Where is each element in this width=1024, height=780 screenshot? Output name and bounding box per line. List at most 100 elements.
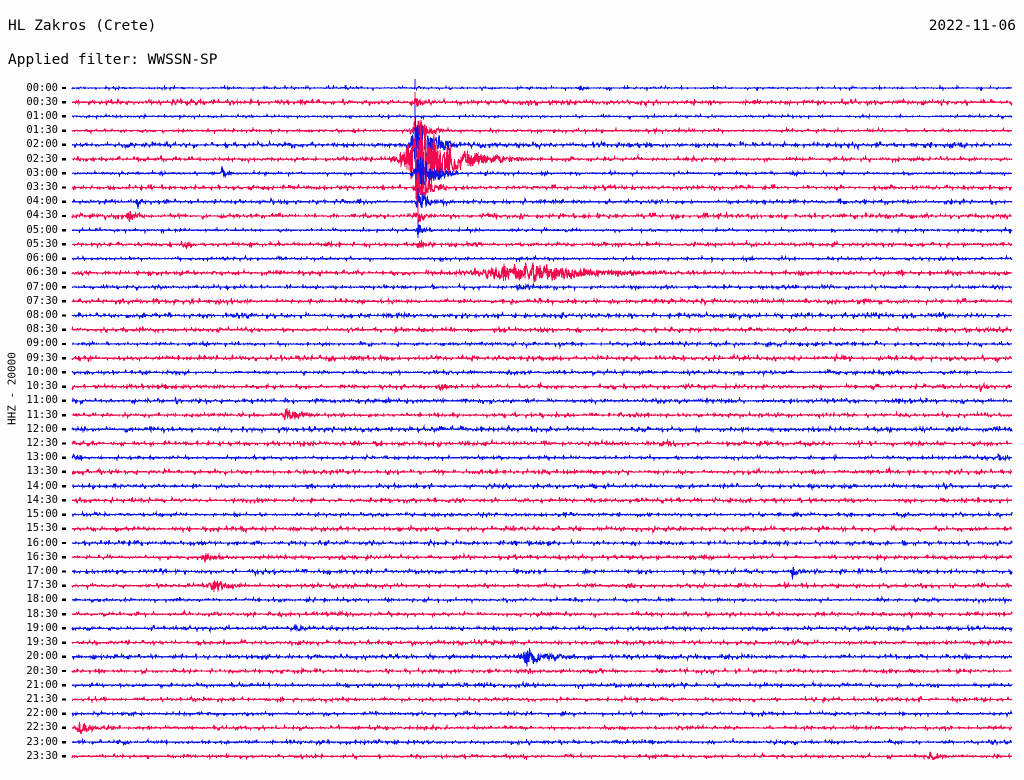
trace-row xyxy=(71,224,1013,237)
time-tick-label: 14:00 xyxy=(26,479,58,492)
time-tick-label: 09:30 xyxy=(26,351,58,364)
trace-row xyxy=(71,120,1013,202)
time-tick-label: 08:00 xyxy=(26,309,58,322)
time-tick-label: 22:30 xyxy=(26,721,58,734)
trace-row xyxy=(71,408,1013,420)
trace-row xyxy=(71,595,1013,605)
time-tick-label: 02:00 xyxy=(26,138,58,151)
time-tick-label: 19:00 xyxy=(26,621,58,634)
trace-row xyxy=(71,424,1013,435)
time-tick-label: 23:30 xyxy=(26,749,58,762)
time-tick-label: 11:30 xyxy=(26,408,58,421)
time-tick-label: 16:30 xyxy=(26,550,58,563)
trace-row xyxy=(71,262,1013,283)
time-tick-label: 03:00 xyxy=(26,166,58,179)
time-tick-label: 10:00 xyxy=(26,365,58,378)
time-tick-label: 23:00 xyxy=(26,735,58,748)
time-tick-label: 18:30 xyxy=(26,607,58,620)
trace-row xyxy=(71,325,1013,335)
trace-row xyxy=(71,579,1013,592)
trace-row xyxy=(71,210,1013,223)
time-tick-label: 10:30 xyxy=(26,380,58,393)
helicorder-plot: 00:00 00:30 01:00 01:30 02:00 02:30 03:00 03:30… xyxy=(0,78,1024,774)
trace-row xyxy=(71,193,1013,209)
time-tick-label: 14:30 xyxy=(26,493,58,506)
time-tick-label: 00:00 xyxy=(26,81,58,94)
trace-row xyxy=(71,120,1013,141)
time-tick-label: 11:00 xyxy=(26,394,58,407)
time-tick-label: 01:00 xyxy=(26,109,58,122)
time-tick-label: 13:00 xyxy=(26,451,58,464)
time-tick-label: 17:00 xyxy=(26,564,58,577)
trace-row xyxy=(71,352,1013,363)
trace-row xyxy=(71,552,1013,563)
time-tick-label: 06:00 xyxy=(26,252,58,265)
time-tick-label: 04:30 xyxy=(26,209,58,222)
seismogram-traces xyxy=(62,79,1013,761)
trace-row xyxy=(71,339,1013,349)
time-tick-label: 00:30 xyxy=(26,95,58,108)
trace-row xyxy=(71,722,1013,735)
time-tick-label: 06:30 xyxy=(26,266,58,279)
time-tick-label: 21:30 xyxy=(26,692,58,705)
time-tick-label: 21:00 xyxy=(26,678,58,691)
trace-row xyxy=(71,453,1013,463)
time-tick-label: 16:00 xyxy=(26,536,58,549)
trace-row xyxy=(71,495,1013,505)
time-tick-label: 19:30 xyxy=(26,636,58,649)
time-tick-label: 13:30 xyxy=(26,465,58,478)
time-tick-label: 07:30 xyxy=(26,294,58,307)
trace-row xyxy=(71,623,1013,633)
time-tick-label: 04:00 xyxy=(26,195,58,208)
trace-row xyxy=(71,97,1013,108)
trace-row xyxy=(71,239,1013,250)
time-tick-label: 20:00 xyxy=(26,650,58,663)
time-tick-label: 17:30 xyxy=(26,579,58,592)
trace-row xyxy=(71,481,1013,491)
trace-row xyxy=(71,381,1013,392)
trace-row xyxy=(71,737,1013,747)
time-tick-label: 12:00 xyxy=(26,422,58,435)
trace-row xyxy=(71,254,1013,264)
time-tick-label: 02:30 xyxy=(26,152,58,165)
trace-row xyxy=(71,510,1013,519)
trace-row xyxy=(71,112,1013,121)
time-tick-label: 07:00 xyxy=(26,280,58,293)
time-tick-label: 20:30 xyxy=(26,664,58,677)
trace-row xyxy=(71,117,1013,170)
trace-row xyxy=(71,538,1013,548)
time-tick-label: 01:30 xyxy=(26,124,58,137)
trace-row xyxy=(71,173,1013,202)
time-tick-label: 05:30 xyxy=(26,237,58,250)
time-tick-label: 05:00 xyxy=(26,223,58,236)
station-title: HL Zakros (Crete) xyxy=(8,18,157,34)
trace-row xyxy=(71,648,1013,667)
trace-row xyxy=(72,680,1013,691)
time-tick-label: 15:30 xyxy=(26,522,58,535)
time-tick-label: 15:00 xyxy=(26,508,58,521)
trace-row xyxy=(71,296,1013,307)
trace-row xyxy=(71,709,1013,719)
trace-row xyxy=(71,751,1013,761)
trace-row xyxy=(71,466,1013,477)
time-tick-label: 22:00 xyxy=(26,707,58,720)
trace-row xyxy=(71,310,1013,321)
trace-row xyxy=(71,396,1013,406)
time-tick-label: 03:30 xyxy=(26,181,58,194)
trace-row xyxy=(71,157,1013,188)
trace-row xyxy=(71,609,1013,619)
trace-row xyxy=(71,367,1013,378)
time-tick-label: 08:30 xyxy=(26,323,58,336)
time-tick-label: 12:30 xyxy=(26,437,58,449)
time-tick-label: 09:00 xyxy=(26,337,58,350)
trace-row xyxy=(71,523,1013,535)
time-tick-label: 18:00 xyxy=(26,593,58,606)
trace-row xyxy=(71,638,1013,648)
trace-row xyxy=(71,566,1013,580)
trace-row xyxy=(71,694,1013,705)
date-label: 2022-11-06 xyxy=(928,18,1016,34)
trace-row xyxy=(71,438,1013,449)
trace-row xyxy=(71,282,1013,292)
trace-row xyxy=(71,666,1013,676)
